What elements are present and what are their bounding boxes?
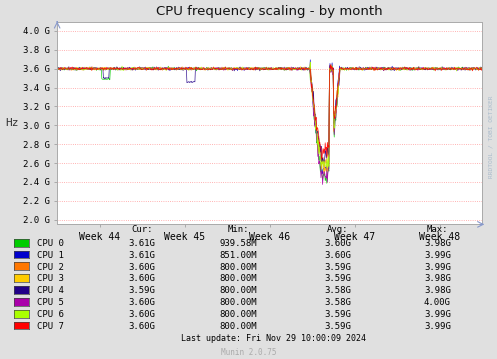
Text: CPU 4: CPU 4 bbox=[37, 286, 64, 295]
Text: 800.00M: 800.00M bbox=[220, 274, 257, 284]
Text: 851.00M: 851.00M bbox=[220, 251, 257, 260]
Text: CPU 6: CPU 6 bbox=[37, 310, 64, 319]
Text: 3.61G: 3.61G bbox=[128, 251, 155, 260]
Text: Avg:: Avg: bbox=[327, 225, 349, 234]
Text: 3.99G: 3.99G bbox=[424, 251, 451, 260]
Text: 800.00M: 800.00M bbox=[220, 262, 257, 272]
Text: 800.00M: 800.00M bbox=[220, 286, 257, 295]
Text: 3.58G: 3.58G bbox=[325, 298, 351, 307]
Text: CPU 0: CPU 0 bbox=[37, 239, 64, 248]
Text: 3.99G: 3.99G bbox=[424, 322, 451, 331]
Text: 3.98G: 3.98G bbox=[424, 239, 451, 248]
Text: CPU 3: CPU 3 bbox=[37, 274, 64, 284]
Text: 3.61G: 3.61G bbox=[128, 239, 155, 248]
Text: 3.60G: 3.60G bbox=[325, 251, 351, 260]
Text: 800.00M: 800.00M bbox=[220, 298, 257, 307]
Text: 4.00G: 4.00G bbox=[424, 298, 451, 307]
Text: 3.98G: 3.98G bbox=[424, 286, 451, 295]
Text: 3.59G: 3.59G bbox=[325, 322, 351, 331]
Text: 3.59G: 3.59G bbox=[128, 286, 155, 295]
Y-axis label: Hz: Hz bbox=[5, 118, 18, 128]
Text: 3.60G: 3.60G bbox=[325, 239, 351, 248]
Text: 3.98G: 3.98G bbox=[424, 274, 451, 284]
Text: RRDTOOL / TOBI OETIKER: RRDTOOL / TOBI OETIKER bbox=[489, 95, 494, 178]
Text: 939.58M: 939.58M bbox=[220, 239, 257, 248]
Text: 3.58G: 3.58G bbox=[325, 286, 351, 295]
Text: Munin 2.0.75: Munin 2.0.75 bbox=[221, 348, 276, 357]
Text: 3.59G: 3.59G bbox=[325, 262, 351, 272]
Text: 3.59G: 3.59G bbox=[325, 310, 351, 319]
Text: CPU 2: CPU 2 bbox=[37, 262, 64, 272]
Text: Min:: Min: bbox=[228, 225, 249, 234]
Text: CPU 1: CPU 1 bbox=[37, 251, 64, 260]
Text: Last update: Fri Nov 29 10:00:09 2024: Last update: Fri Nov 29 10:00:09 2024 bbox=[181, 334, 366, 343]
Text: 3.60G: 3.60G bbox=[128, 262, 155, 272]
Text: 3.60G: 3.60G bbox=[128, 274, 155, 284]
Text: 800.00M: 800.00M bbox=[220, 322, 257, 331]
Text: CPU 5: CPU 5 bbox=[37, 298, 64, 307]
Text: CPU 7: CPU 7 bbox=[37, 322, 64, 331]
Text: 3.59G: 3.59G bbox=[325, 274, 351, 284]
Text: 3.60G: 3.60G bbox=[128, 322, 155, 331]
Text: 800.00M: 800.00M bbox=[220, 310, 257, 319]
Text: Cur:: Cur: bbox=[131, 225, 153, 234]
Text: 3.60G: 3.60G bbox=[128, 298, 155, 307]
Text: 3.60G: 3.60G bbox=[128, 310, 155, 319]
Text: 3.99G: 3.99G bbox=[424, 310, 451, 319]
Text: 3.99G: 3.99G bbox=[424, 262, 451, 272]
Title: CPU frequency scaling - by month: CPU frequency scaling - by month bbox=[157, 5, 383, 18]
Text: Max:: Max: bbox=[426, 225, 448, 234]
